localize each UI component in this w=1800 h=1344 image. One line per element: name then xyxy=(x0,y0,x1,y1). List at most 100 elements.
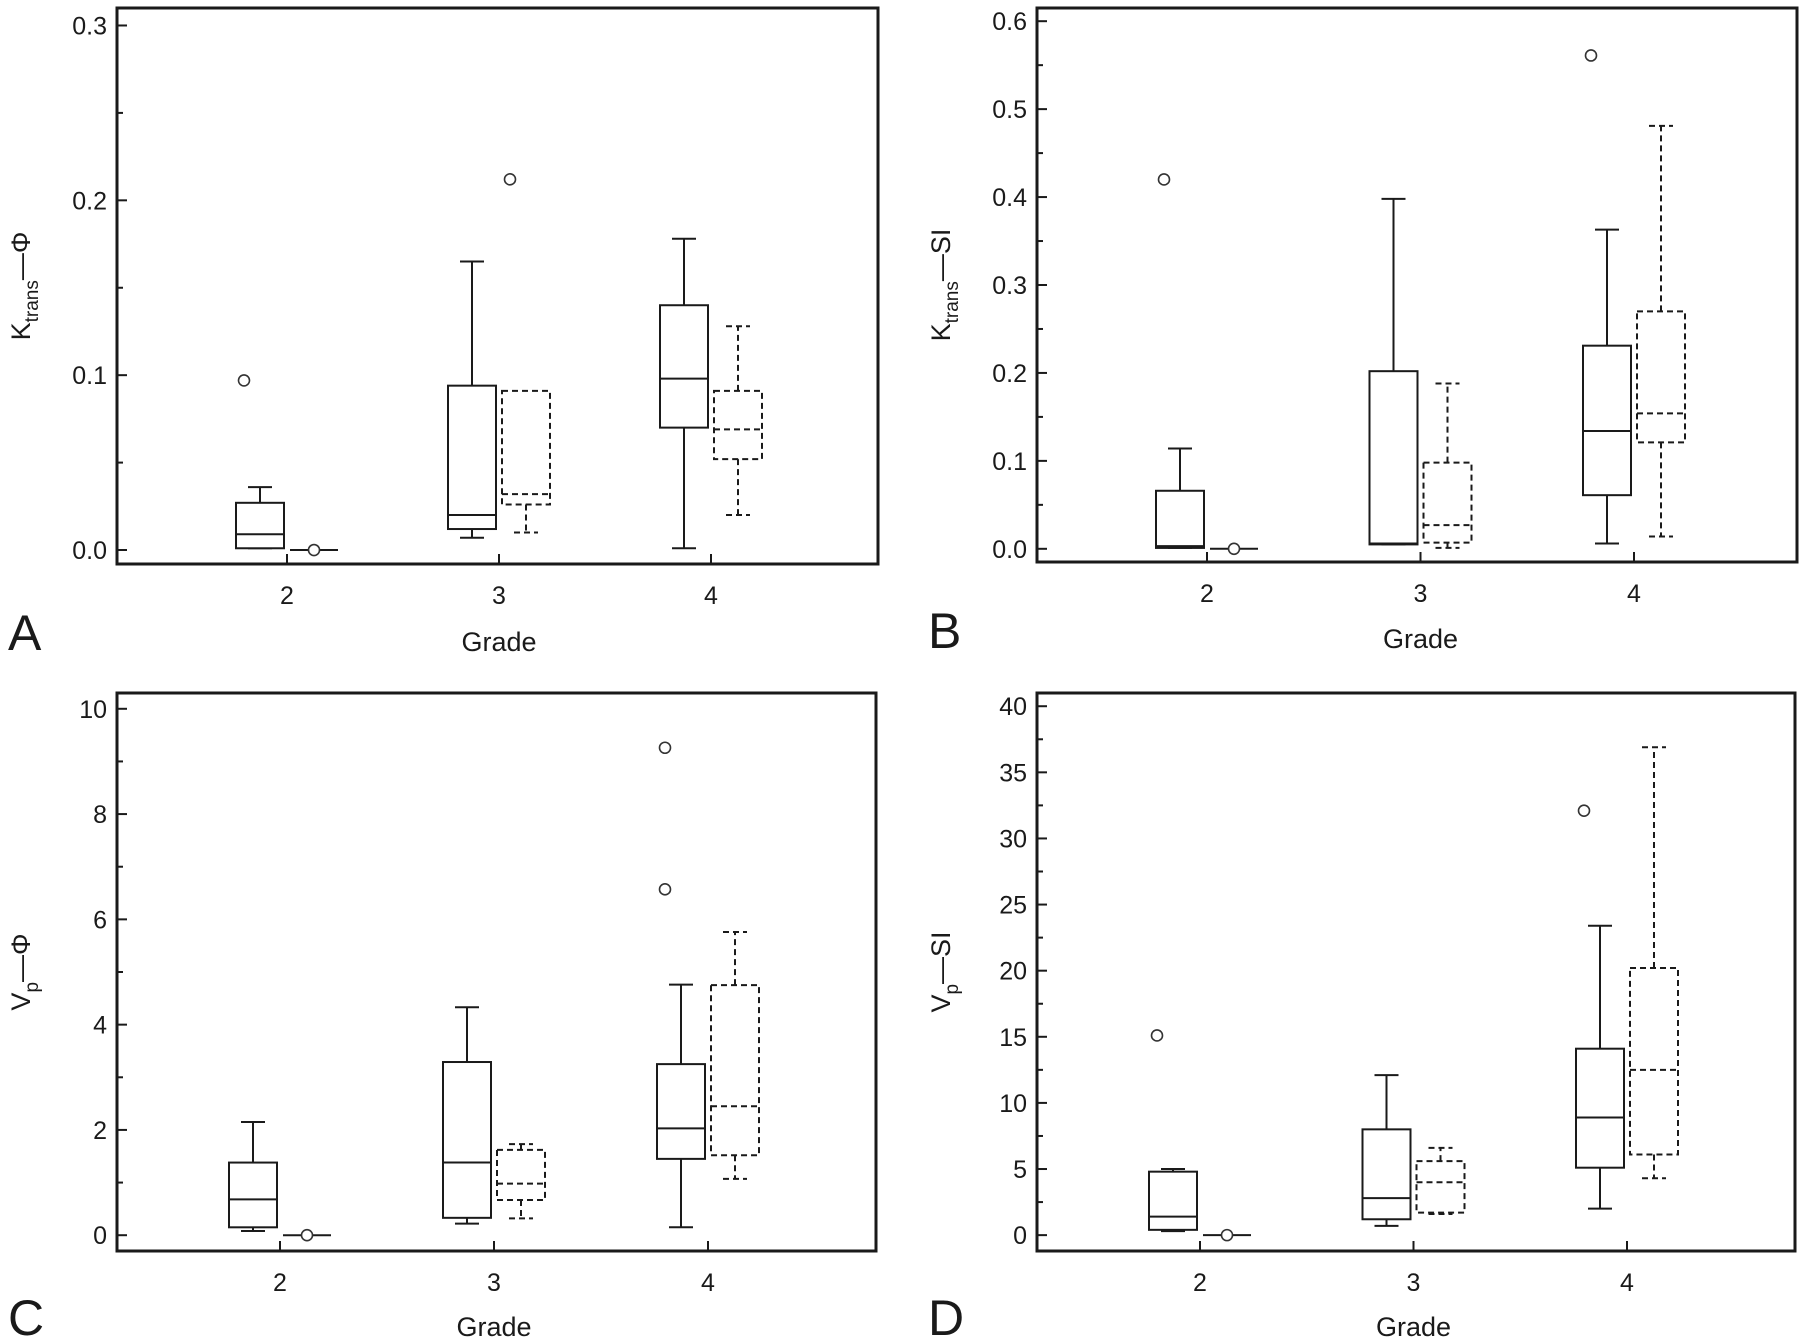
box-dashed-grade-2 xyxy=(290,543,338,557)
y-tick-label: 10 xyxy=(79,696,107,724)
y-tick-label: 8 xyxy=(93,801,107,829)
y-tick-label: 30 xyxy=(999,825,1027,853)
panel-letter: C xyxy=(8,1290,44,1344)
x-tick-label: 3 xyxy=(487,1269,501,1297)
iqr-box xyxy=(1582,344,1632,497)
y-tick-label: 0.6 xyxy=(992,8,1027,36)
box-solid-grade-3 xyxy=(1368,197,1419,546)
box-solid-grade-2 xyxy=(1155,173,1205,549)
panel-letter: B xyxy=(928,603,961,659)
iqr-box xyxy=(496,1148,546,1201)
x-tick-label: 2 xyxy=(1200,580,1214,608)
y-axis-title-suffix: —SI xyxy=(926,931,956,984)
box-solid-grade-4 xyxy=(1582,49,1632,545)
box-dashed-grade-2 xyxy=(1203,1228,1251,1242)
y-axis-title-sub: trans xyxy=(942,281,963,323)
y-axis-title: Ktrans—SI xyxy=(926,229,963,342)
y-tick-label: 6 xyxy=(93,906,107,934)
iqr-box xyxy=(442,1061,492,1219)
y-tick-label: 0 xyxy=(1013,1222,1027,1250)
y-tick-label: 0.1 xyxy=(72,362,107,390)
outlier-point xyxy=(1150,1029,1164,1042)
box-dashed-grade-4 xyxy=(713,325,763,517)
box-dashed-grade-4 xyxy=(1636,124,1686,538)
box-solid-grade-3 xyxy=(1361,1074,1412,1227)
outlier-point xyxy=(503,173,517,186)
y-tick-label: 25 xyxy=(999,892,1027,920)
iqr-box xyxy=(1629,967,1679,1156)
iqr-box xyxy=(1155,489,1205,549)
outlier-point xyxy=(1584,49,1598,62)
iqr-box xyxy=(1636,310,1686,444)
iqr-box xyxy=(235,501,285,550)
x-axis-title: Grade xyxy=(461,627,536,657)
iqr-box xyxy=(710,984,760,1157)
panel-d: 0 5 10 15 20 25 30 35 40 2 3 4 Grade Vp—SI D xyxy=(926,691,1797,1344)
panel-letter: D xyxy=(928,1290,964,1344)
box-dashed-grade-2 xyxy=(1210,542,1258,556)
x-axis-title: Grade xyxy=(1383,624,1458,654)
y-axis-title-main: K xyxy=(926,323,956,341)
outlier-point xyxy=(1157,173,1171,186)
y-axis-title-main: V xyxy=(926,995,956,1013)
box-dashed-grade-4 xyxy=(710,930,760,1180)
box-solid-grade-3 xyxy=(447,260,497,539)
box-solid-grade-3 xyxy=(442,1006,492,1225)
y-axis-title-sub: trans xyxy=(22,280,43,322)
x-tick-label: 4 xyxy=(1627,580,1641,608)
iqr-box xyxy=(228,1161,278,1229)
iqr-box xyxy=(1368,370,1419,546)
box-solid-grade-4 xyxy=(656,741,706,1229)
iqr-box xyxy=(447,384,497,531)
y-tick-label: 20 xyxy=(999,958,1027,986)
y-tick-label: 2 xyxy=(93,1117,107,1145)
y-tick-label: 0.0 xyxy=(72,537,107,565)
y-axis-title-suffix: —Φ xyxy=(6,232,36,281)
iqr-box xyxy=(659,304,709,429)
x-tick-label: 2 xyxy=(1193,1269,1207,1297)
box-dashed-grade-3 xyxy=(501,173,551,534)
x-tick-label: 3 xyxy=(492,582,506,610)
y-axis-title: Vp—Φ xyxy=(6,933,43,1010)
panel-a: 0.0 0.1 0.2 0.3 2 3 4 Grade Ktrans—Φ A xyxy=(6,6,880,661)
x-axis-title: Grade xyxy=(456,1312,531,1342)
x-tick-label: 4 xyxy=(704,582,718,610)
box-dashed-grade-3 xyxy=(496,1143,546,1220)
y-tick-label: 40 xyxy=(999,693,1027,721)
panel-b: 0.0 0.1 0.2 0.3 0.4 0.5 0.6 2 3 4 Grade Ktrans—SI B xyxy=(926,6,1799,659)
x-tick-label: 2 xyxy=(273,1269,287,1297)
y-axis-title-main: K xyxy=(6,322,36,340)
y-tick-label: 0.2 xyxy=(992,360,1027,388)
y-axis-title-sub: p xyxy=(942,984,963,995)
outlier-point xyxy=(237,374,251,387)
x-axis-title: Grade xyxy=(1376,1312,1451,1342)
y-tick-label: 10 xyxy=(999,1090,1027,1118)
y-tick-label: 35 xyxy=(999,759,1027,787)
y-axis-title: Vp—SI xyxy=(926,931,963,1012)
box-dashed-grade-4 xyxy=(1629,746,1679,1180)
outlier-point xyxy=(658,883,672,896)
x-tick-label: 3 xyxy=(1407,1269,1421,1297)
y-tick-label: 0.3 xyxy=(992,272,1027,300)
box-solid-grade-2 xyxy=(228,1121,278,1232)
y-tick-label: 0.2 xyxy=(72,187,107,215)
x-tick-label: 3 xyxy=(1414,580,1428,608)
box-dashed-grade-3 xyxy=(1415,1146,1466,1215)
y-tick-label: 4 xyxy=(93,1012,107,1040)
y-axis-title-main: V xyxy=(6,993,36,1011)
outlier-point xyxy=(1220,1228,1234,1242)
plot-frame xyxy=(1035,691,1797,1253)
plot-frame xyxy=(115,6,880,566)
box-solid-grade-4 xyxy=(659,237,709,550)
y-tick-label: 0.5 xyxy=(992,96,1027,124)
box-solid-grade-4 xyxy=(1575,804,1625,1210)
iqr-box xyxy=(713,389,763,461)
y-axis-title-suffix: —SI xyxy=(926,229,956,282)
iqr-box xyxy=(1575,1047,1625,1169)
iqr-box xyxy=(1422,461,1473,544)
iqr-box xyxy=(501,389,551,506)
y-tick-label: 0.1 xyxy=(992,448,1027,476)
outlier-point xyxy=(1227,542,1241,556)
box-dashed-grade-3 xyxy=(1422,382,1473,549)
